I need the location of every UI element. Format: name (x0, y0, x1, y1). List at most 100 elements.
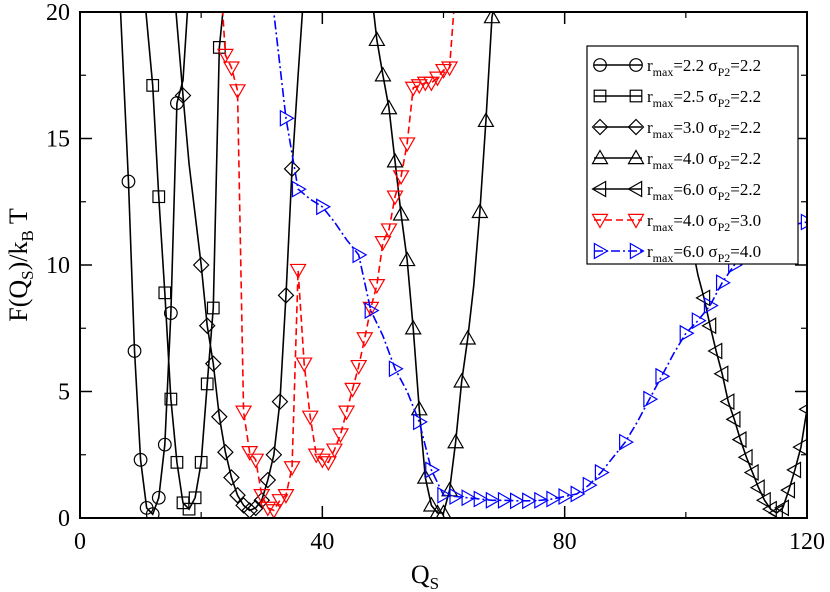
series-4-point (374, 66, 392, 82)
series-7-point (485, 491, 501, 509)
y-axis-label-sub2: B (18, 230, 37, 241)
series-7-point (558, 487, 574, 506)
legend-swatch-marker (627, 213, 645, 229)
y-tick-label: 20 (46, 0, 70, 26)
legend-swatch-marker (593, 89, 607, 103)
series-3-point (210, 408, 228, 426)
x-tick-label: 80 (553, 529, 577, 555)
series-7 (272, 12, 807, 510)
y-axis-label-mid: )/k (4, 242, 33, 271)
y-axis-label-sub1: S (18, 270, 37, 279)
series-7-point (534, 491, 550, 509)
series-5-point (701, 317, 717, 335)
series-1-point (121, 174, 136, 189)
series-2-point (188, 491, 202, 505)
series-1-point (145, 507, 160, 518)
series-7-point (449, 487, 465, 506)
y-tick-label: 0 (58, 506, 70, 532)
series-3-point (271, 393, 289, 410)
series-6-point (398, 137, 416, 153)
series-6-point (222, 61, 240, 77)
series-5 (682, 226, 807, 518)
series-7-point (437, 486, 453, 504)
series-7-point (425, 461, 441, 479)
series-6-line (221, 12, 455, 512)
legend-label: rmax=6.0 σP2=4.0 (647, 242, 761, 265)
series-7-point (570, 485, 586, 503)
series-1-point (127, 344, 142, 358)
series-7-point (473, 490, 489, 508)
series-6-point (441, 61, 459, 77)
series-2-point (158, 286, 172, 300)
series-5-point (743, 463, 759, 481)
series-6-point (428, 71, 446, 87)
series-1-point (157, 437, 172, 452)
series-6-point (313, 453, 331, 469)
series-6-point (325, 443, 343, 459)
series-4-point (380, 99, 398, 115)
series-5-point (713, 365, 729, 383)
series-1-point (133, 452, 148, 467)
series-3-point (283, 160, 301, 178)
legend-swatch-marker (629, 58, 643, 72)
series-6-point (289, 263, 307, 279)
y-axis-label-pre: F(Q (4, 280, 33, 322)
series-7-point (655, 367, 671, 385)
series-7-point (316, 198, 332, 216)
x-tick-label: 0 (74, 529, 86, 555)
legend-entry-2: rmax=2.5 σP2=2.2 (593, 87, 761, 110)
series-6-point (338, 405, 356, 421)
series-3-line (175, 12, 304, 512)
series-3-point (204, 355, 222, 373)
series-3-point (174, 87, 192, 104)
series-7-point (582, 476, 598, 494)
series-7-point (509, 492, 525, 510)
legend-swatch-marker (629, 89, 643, 103)
series-6-point (259, 501, 277, 517)
legend-label: rmax=4.0 σP2=3.0 (647, 211, 761, 234)
series-6-point (295, 357, 313, 373)
series-2-line (145, 12, 224, 511)
series-4-point (429, 504, 446, 518)
series-6-point (283, 461, 301, 477)
series-5-point (707, 342, 723, 360)
series-4-point (435, 504, 452, 518)
series-4-point (447, 433, 465, 449)
series-5-line (682, 226, 807, 514)
series-4-point (477, 112, 495, 128)
legend-swatch-marker (627, 118, 645, 136)
legend-label: rmax=2.2 σP2=2.2 (647, 56, 761, 79)
series-2-point (164, 392, 178, 406)
series-7-point (691, 312, 707, 330)
series-7-point (546, 490, 562, 508)
series-6-point (319, 456, 337, 472)
series-3-point (192, 256, 210, 274)
series-4-point (459, 329, 477, 345)
series-7-point (800, 213, 807, 231)
series-4-point (483, 12, 501, 24)
series-6-point (344, 382, 362, 398)
series-3-point (217, 443, 234, 461)
series-7-point (352, 246, 368, 264)
legend-swatch-marker (593, 58, 607, 72)
series-6-point (271, 494, 289, 509)
series-3-point (235, 497, 252, 514)
series-1 (119, 12, 189, 518)
series-1-point (163, 306, 178, 320)
series-6-point (216, 48, 234, 64)
series-4-line (372, 12, 494, 514)
y-tick-label: 5 (58, 380, 70, 406)
series-4-point (368, 31, 386, 47)
series-6-point (228, 84, 247, 100)
series-5-point (725, 410, 741, 428)
series-4-point (416, 468, 434, 484)
series-7-point (619, 433, 634, 451)
series-6-point (277, 489, 295, 504)
legend-swatch-marker (629, 242, 645, 260)
x-axis-label-sub: S (430, 574, 439, 592)
series-7-point (413, 413, 428, 431)
series-3-point (253, 491, 271, 509)
series-6-point (422, 76, 440, 92)
series-5-point (737, 448, 753, 466)
legend-swatch-marker (591, 180, 607, 198)
